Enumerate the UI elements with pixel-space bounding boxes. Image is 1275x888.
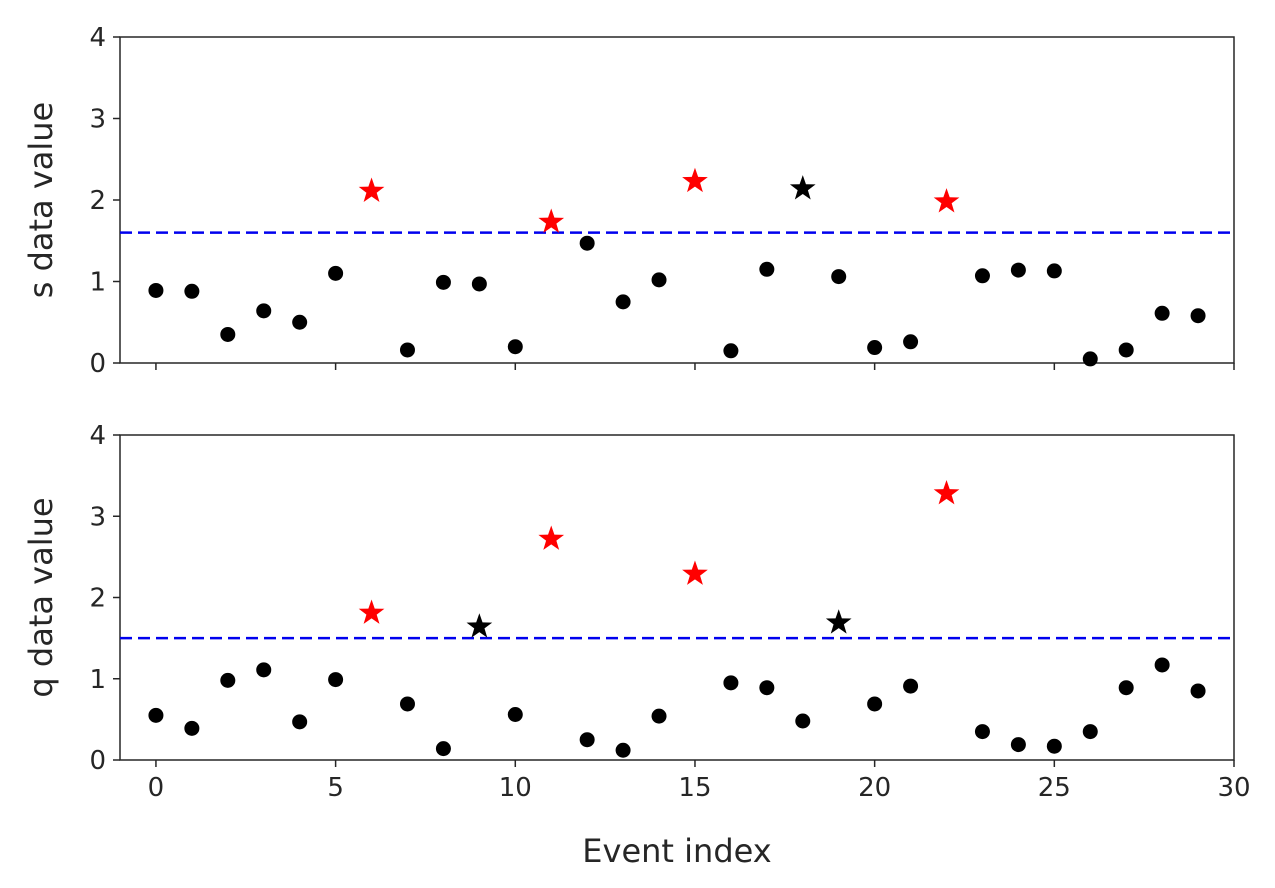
x-tick-label: 5 xyxy=(327,773,344,803)
y-axis-title: s data value xyxy=(22,102,60,299)
star-data-point xyxy=(789,175,816,200)
data-point xyxy=(831,269,847,285)
y-tick-label: 1 xyxy=(89,268,106,298)
y-axis-title: q data value xyxy=(22,497,60,697)
y-tick-label: 0 xyxy=(89,746,106,776)
x-tick-label: 25 xyxy=(1038,773,1071,803)
data-point xyxy=(974,724,990,740)
data-point xyxy=(974,268,990,284)
star-data-point xyxy=(538,208,565,233)
data-point xyxy=(435,274,451,290)
y-tick-label: 0 xyxy=(89,349,106,379)
data-point xyxy=(399,342,415,358)
plot-frame xyxy=(119,36,1235,364)
data-point xyxy=(795,713,811,729)
y-tick-label: 3 xyxy=(89,105,106,135)
star-data-point xyxy=(538,525,565,550)
data-point xyxy=(507,339,523,355)
data-point xyxy=(471,276,487,292)
y-tick-label: 2 xyxy=(89,584,106,614)
data-point xyxy=(256,662,272,678)
y-tick-label: 2 xyxy=(89,186,106,216)
data-point xyxy=(148,282,164,298)
y-tick-label: 3 xyxy=(89,502,106,532)
data-point xyxy=(615,742,631,758)
star-data-point xyxy=(358,599,385,624)
data-point xyxy=(256,303,272,319)
data-point xyxy=(1082,724,1098,740)
star-data-point xyxy=(466,613,493,638)
plot-frame xyxy=(119,434,1235,761)
data-point xyxy=(1154,657,1170,673)
data-point xyxy=(220,672,236,688)
data-point xyxy=(148,707,164,723)
data-point xyxy=(1118,680,1134,696)
x-tick-label: 15 xyxy=(678,773,711,803)
data-point xyxy=(1046,738,1062,754)
data-point xyxy=(328,265,344,281)
data-point xyxy=(184,720,200,736)
star-data-point xyxy=(825,609,852,634)
data-point xyxy=(651,272,667,288)
data-point xyxy=(759,680,775,696)
y-tick-label: 1 xyxy=(89,665,106,695)
data-point xyxy=(435,741,451,757)
data-point xyxy=(759,261,775,277)
x-tick-label: 10 xyxy=(499,773,532,803)
data-point xyxy=(903,678,919,694)
data-point xyxy=(579,732,595,748)
star-data-point xyxy=(933,188,960,213)
data-point xyxy=(1046,263,1062,279)
data-point xyxy=(651,708,667,724)
x-tick-label: 30 xyxy=(1217,773,1250,803)
data-point xyxy=(723,343,739,359)
data-point xyxy=(1190,308,1206,324)
star-data-point xyxy=(358,177,385,202)
data-point xyxy=(579,235,595,251)
data-point xyxy=(292,714,308,730)
data-point xyxy=(292,314,308,330)
star-data-point xyxy=(682,560,708,585)
panel-1: 0 1 2 3 4 s data value xyxy=(22,23,1235,379)
y-tick-label: 4 xyxy=(89,23,106,53)
data-point xyxy=(1010,262,1026,278)
data-point xyxy=(399,696,415,712)
x-axis-title: Event index xyxy=(582,832,771,870)
x-tick-label: 0 xyxy=(148,773,165,803)
star-data-point xyxy=(682,167,708,193)
data-point xyxy=(507,707,523,722)
data-point xyxy=(723,675,739,691)
x-tick-label: 20 xyxy=(858,773,891,803)
y-tick-label: 4 xyxy=(89,421,106,451)
star-data-point xyxy=(933,480,960,505)
data-point xyxy=(867,340,883,356)
data-point xyxy=(1190,683,1206,699)
data-point xyxy=(1010,737,1026,753)
data-point xyxy=(184,283,200,299)
data-point xyxy=(867,696,883,712)
data-point xyxy=(1154,305,1170,321)
panel-2: 0 1 2 3 4 0 5 10 15 20 25 30 q data value Event index xyxy=(22,421,1251,870)
data-point xyxy=(903,334,919,350)
data-point xyxy=(1118,342,1134,358)
data-point xyxy=(1082,351,1098,367)
data-point xyxy=(328,672,344,688)
data-point xyxy=(615,294,631,310)
data-point xyxy=(220,326,236,342)
